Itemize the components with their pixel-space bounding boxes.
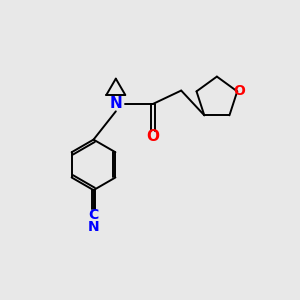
Text: O: O (233, 84, 245, 98)
Text: N: N (110, 96, 122, 111)
Text: N: N (88, 220, 99, 234)
Text: O: O (146, 129, 160, 144)
Text: C: C (88, 208, 99, 222)
